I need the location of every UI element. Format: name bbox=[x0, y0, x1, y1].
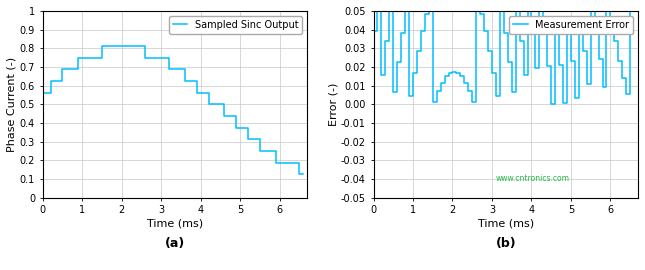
Legend: Sampled Sinc Output: Sampled Sinc Output bbox=[168, 16, 303, 33]
Measurement Error bbox=[390, 91, 397, 94]
Measurement Error bbox=[401, 4, 409, 7]
Measurement Error bbox=[476, 12, 484, 15]
Sampled Sinc Output bbox=[299, 173, 307, 176]
Sampled Sinc Output bbox=[39, 196, 46, 199]
Sampled Sinc Output bbox=[276, 161, 284, 164]
Sampled Sinc Output bbox=[189, 79, 197, 83]
Sampled Sinc Output bbox=[94, 56, 102, 59]
Text: (b): (b) bbox=[495, 237, 516, 249]
Line: Sampled Sinc Output: Sampled Sinc Output bbox=[43, 46, 303, 198]
X-axis label: Time (ms): Time (ms) bbox=[147, 218, 203, 228]
Measurement Error bbox=[575, 15, 582, 18]
Sampled Sinc Output bbox=[98, 44, 106, 48]
Measurement Error bbox=[370, 29, 377, 32]
Sampled Sinc Output bbox=[193, 91, 201, 94]
Measurement Error bbox=[488, 71, 496, 74]
Line: Measurement Error: Measurement Error bbox=[373, 0, 634, 104]
Measurement Error bbox=[615, 59, 622, 62]
Y-axis label: Phase Current (-): Phase Current (-) bbox=[7, 57, 17, 152]
Measurement Error bbox=[630, 0, 638, 2]
Text: (a): (a) bbox=[165, 237, 185, 249]
Sampled Sinc Output bbox=[150, 56, 157, 59]
Text: www.cntronics.com: www.cntronics.com bbox=[495, 174, 570, 184]
Sampled Sinc Output bbox=[102, 44, 110, 48]
X-axis label: Time (ms): Time (ms) bbox=[478, 218, 534, 228]
Measurement Error bbox=[548, 103, 555, 106]
Y-axis label: Error (-): Error (-) bbox=[328, 83, 338, 126]
Legend: Measurement Error: Measurement Error bbox=[509, 16, 633, 33]
